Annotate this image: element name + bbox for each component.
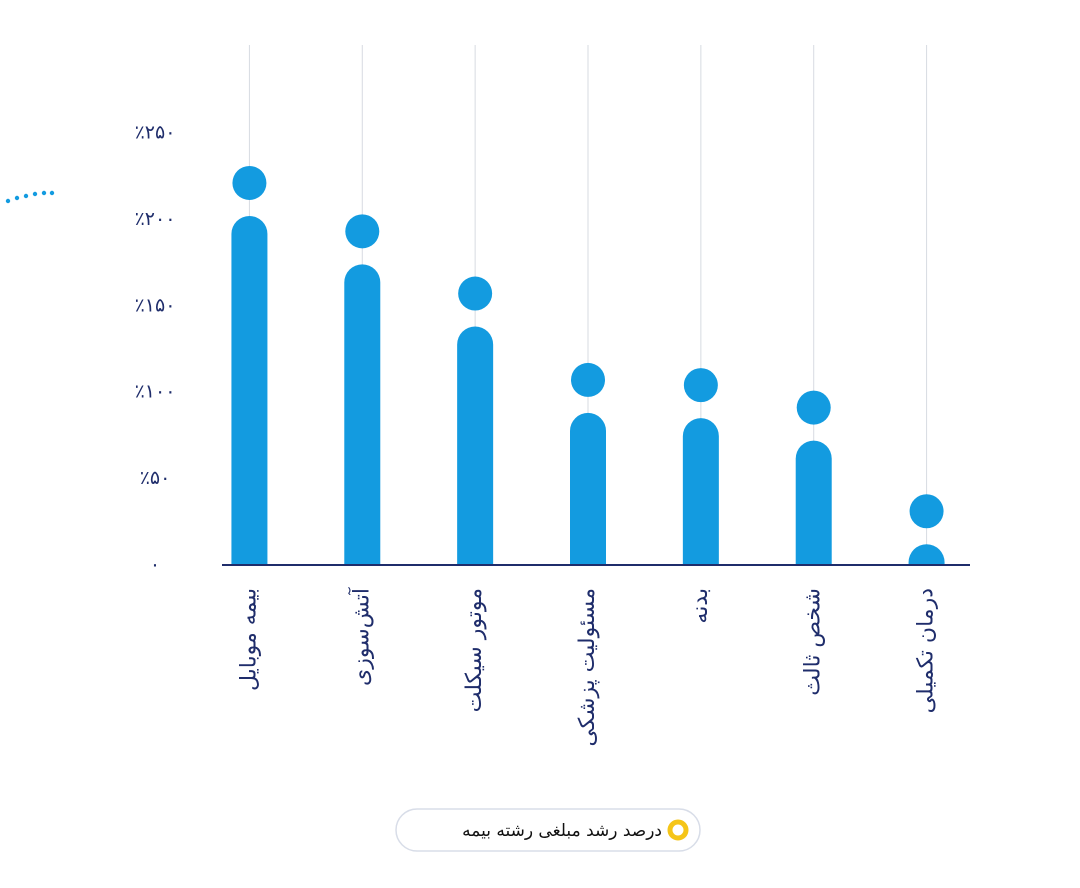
- y-tick-label: ٪۲۰۰: [135, 208, 176, 230]
- bar: [908, 544, 945, 565]
- bar: [231, 215, 268, 565]
- legend: درصد رشد مبلغی رشته بیمه: [395, 808, 701, 852]
- bar-dot: [458, 276, 493, 311]
- bar: [682, 418, 719, 565]
- x-tick-label: آتش‌سوزی: [347, 587, 374, 686]
- legend-box: [395, 808, 701, 852]
- legend-label: درصد رشد مبلغی رشته بیمه: [462, 821, 662, 841]
- y-tick-label: ٪۱۰۰: [135, 381, 176, 403]
- x-tick-label: بدنه: [688, 588, 713, 624]
- x-tick-label: درمان تکمیلی: [914, 588, 939, 713]
- bar-dot: [909, 494, 944, 529]
- y-tick-label: ٪۲۵۰: [135, 122, 176, 144]
- y-tick-label: ٪۱۵۰: [135, 294, 176, 316]
- bar-dot: [683, 368, 718, 403]
- bar-dot: [345, 214, 380, 249]
- bar: [457, 326, 494, 565]
- y-tick-label: ٪۵۰: [140, 467, 171, 489]
- x-tick-label: شخص ثالث: [801, 588, 826, 696]
- y-tick-label: ۰: [150, 554, 160, 576]
- legend-swatch: [667, 819, 689, 841]
- bar: [344, 264, 381, 565]
- bar: [570, 412, 606, 565]
- bar-dot: [796, 390, 831, 425]
- bar-dot: [232, 165, 267, 200]
- x-tick-label: بیمه موبایل: [236, 588, 261, 691]
- x-tick-label: مسئولیت پزشکی: [575, 588, 600, 747]
- decoration-dots: [5, 190, 55, 204]
- x-tick-label: موتور سیکلت: [462, 588, 487, 712]
- bar-dot: [571, 362, 605, 397]
- bar: [795, 440, 832, 565]
